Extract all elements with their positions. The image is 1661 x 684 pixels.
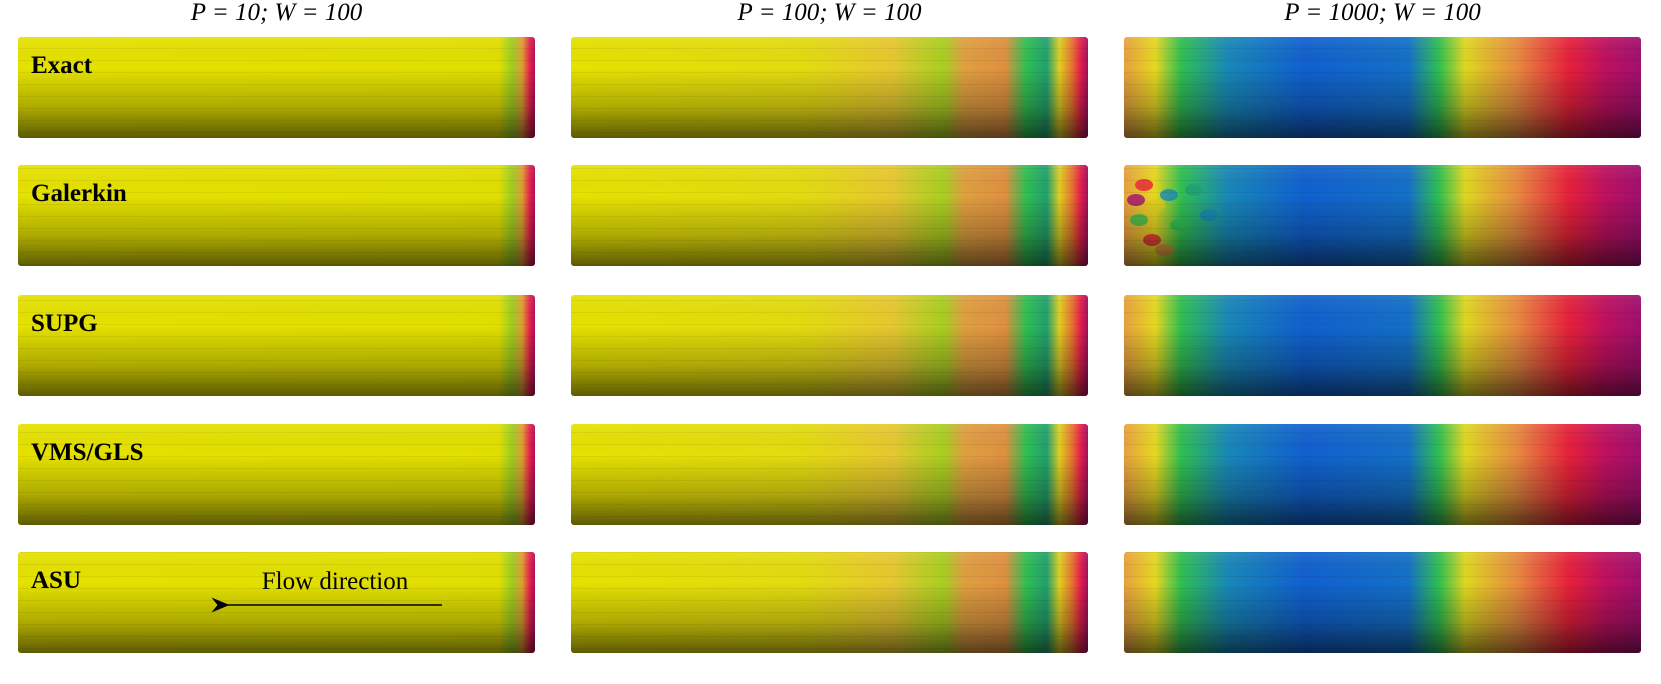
bands	[18, 295, 535, 396]
bands	[18, 37, 535, 138]
cylinder-panel	[571, 552, 1088, 653]
bands	[1124, 295, 1641, 396]
cylinder-panel	[1124, 424, 1641, 525]
bands	[571, 295, 1088, 396]
bands	[18, 165, 535, 266]
bands	[18, 424, 535, 525]
column-title: P = 10; W = 100	[190, 0, 363, 26]
bands	[571, 165, 1088, 266]
bands	[1124, 552, 1641, 653]
cylinder-panel	[571, 424, 1088, 525]
cylinder-panel	[1124, 37, 1641, 138]
bands	[1124, 37, 1641, 138]
row-label: Exact	[31, 52, 93, 79]
cylinder-panel	[18, 552, 535, 653]
cylinder-panel	[571, 37, 1088, 138]
cylinder-panel	[1124, 165, 1641, 266]
bands	[571, 424, 1088, 525]
cylinder-panel	[18, 424, 535, 525]
cylinder-panel	[1124, 295, 1641, 396]
cylinder-panel	[571, 295, 1088, 396]
bands	[1124, 424, 1641, 525]
row-label: VMS/GLS	[31, 439, 144, 466]
column-title: P = 100; W = 100	[737, 0, 922, 26]
row-label: SUPG	[31, 310, 98, 337]
cylinder-panel	[571, 165, 1088, 266]
cylinder-panel	[1124, 552, 1641, 653]
cylinder-panel	[18, 295, 535, 396]
row-label: Galerkin	[31, 180, 127, 207]
column-title: P = 1000; W = 100	[1283, 0, 1481, 26]
annotation: Flow direction	[262, 568, 409, 595]
bands	[571, 37, 1088, 138]
bands	[571, 552, 1088, 653]
cylinder-panel	[18, 37, 535, 138]
bands	[18, 552, 535, 653]
row-label: ASU	[31, 567, 81, 594]
cylinder-panel	[18, 165, 535, 266]
bands	[1124, 165, 1641, 266]
